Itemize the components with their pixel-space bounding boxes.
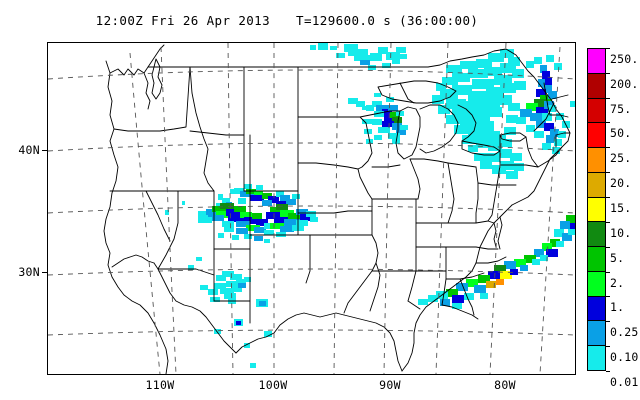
colorbar-band-25: [588, 148, 605, 173]
echo-utah: [165, 210, 169, 215]
colorbar-tick-8: [606, 247, 610, 249]
colorbar-label-010: 0.10: [610, 350, 639, 364]
colorbar-label-200: 200.: [610, 77, 639, 91]
colorbar-tick-12: [606, 346, 610, 348]
y-tick-mark-30N: [42, 272, 48, 274]
colorbar-label-15: 15.: [610, 201, 632, 215]
echo-northern-plains: [310, 43, 407, 110]
colorbar-label-2: 2.: [610, 276, 625, 290]
colorbar-band-5: [588, 247, 605, 272]
colorbar-tick-4: [606, 147, 610, 149]
colorbar-label-250: 250.: [610, 52, 639, 66]
x-tick-label-110W: 110W: [145, 378, 175, 392]
gridline-90W: [383, 43, 392, 374]
colorbar-label-25: 25.: [610, 151, 632, 165]
x-tick-label-80W: 80W: [494, 378, 516, 392]
colorbar-band-75: [588, 98, 605, 124]
gridline-40N: [48, 205, 575, 214]
colorbar-tick-10: [606, 296, 610, 298]
map-boundaries: [103, 44, 571, 374]
colorbar-label-025: 0.25: [610, 325, 639, 339]
forecast-time-label: T=129600.0 s (36:00:00): [296, 13, 479, 28]
colorbar-band-1: [588, 296, 605, 322]
colorbar-label-50: 50.: [610, 126, 632, 140]
chart-title: 12:00Z Fri 26 Apr 2013 T=129600.0 s (36:0…: [0, 13, 574, 28]
colorbar-tick-6: [606, 197, 610, 199]
map-plot-area: [47, 42, 576, 375]
gridline-110W: [160, 46, 177, 374]
colorbar-band-15: [588, 197, 605, 223]
echo-west-texas: [188, 257, 272, 368]
lat-lon-graticule: [48, 43, 575, 374]
y-tick-label-30N: 30N: [18, 265, 40, 279]
colorbar-label-001: 0.01: [610, 375, 639, 389]
y-tick-label-40N: 40N: [18, 143, 40, 157]
colorbar-band-20: [588, 172, 605, 198]
precipitation-colorbar: [587, 48, 606, 371]
gridline-80W: [489, 43, 507, 374]
colorbar-band-200: [588, 73, 605, 99]
colorbar-label-5: 5.: [610, 251, 625, 265]
colorbar-tick-0: [606, 48, 610, 50]
colorbar-tick-1: [606, 73, 610, 75]
gridline-30N: [48, 329, 575, 336]
x-tick-label-90W: 90W: [379, 378, 401, 392]
colorbar-tick-13: [606, 371, 610, 373]
colorbar-label-20: 20.: [610, 176, 632, 190]
colorbar-label-10: 10.: [610, 226, 632, 240]
colorbar-tick-9: [606, 272, 610, 274]
colorbar-label-75: 75.: [610, 102, 632, 116]
colorbar-tick-5: [606, 172, 610, 174]
y-tick-mark-40N: [42, 150, 48, 152]
colorbar-tick-2: [606, 98, 610, 100]
colorbar-band-250: [588, 49, 605, 74]
colorbar-tick-11: [606, 321, 610, 323]
colorbar-label-1: 1.: [610, 300, 625, 314]
colorbar-band-010: [588, 346, 605, 370]
valid-time-label: 12:00Z Fri 26 Apr 2013: [95, 13, 271, 28]
echo-upper-midwest: [362, 97, 408, 144]
colorbar-tick-3: [606, 122, 610, 124]
colorbar-band-50: [588, 123, 605, 149]
colorbar-band-2: [588, 271, 605, 297]
colorbar-band-025: [588, 321, 605, 347]
colorbar-band-10: [588, 222, 605, 248]
x-tick-label-100W: 100W: [258, 378, 288, 392]
colorbar-tick-7: [606, 222, 610, 224]
echo-central-plains: [198, 184, 318, 243]
